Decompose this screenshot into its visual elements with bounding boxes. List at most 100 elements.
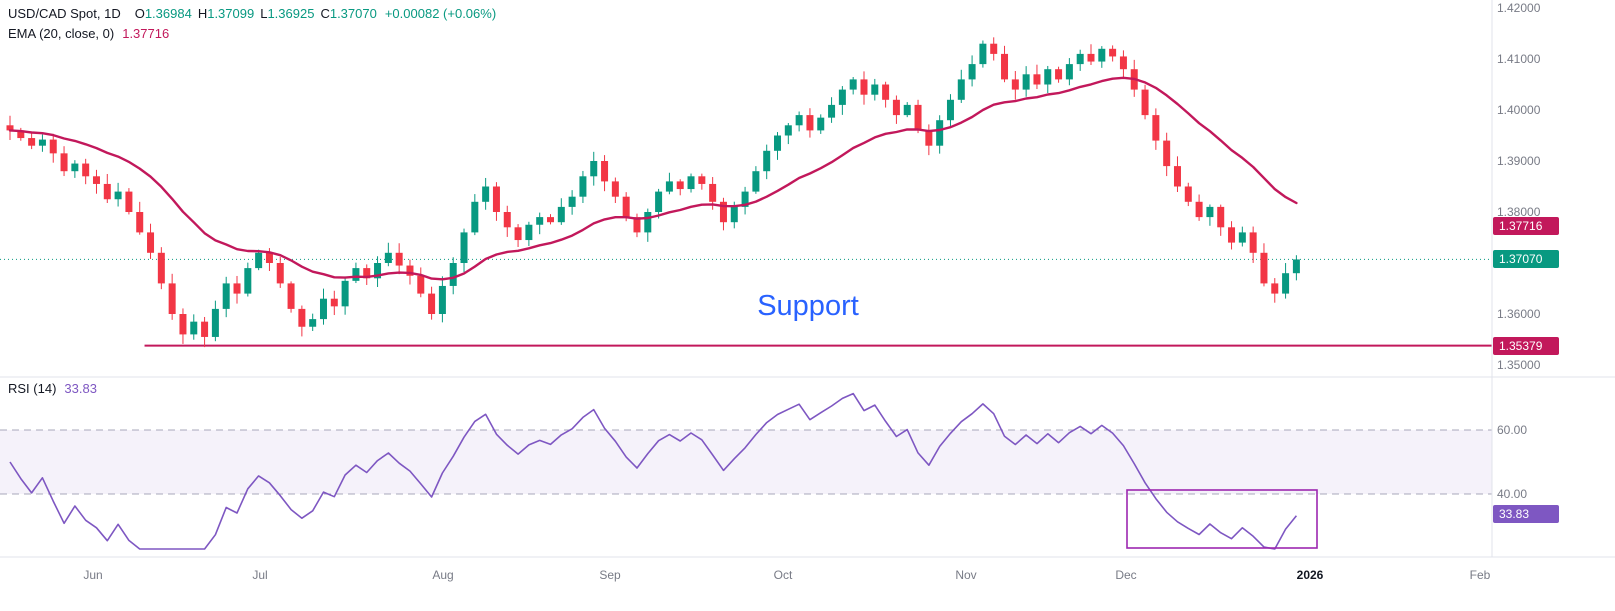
- price-scale-label: 1.35000: [1497, 358, 1541, 372]
- candle-body: [882, 84, 890, 100]
- candle-body: [298, 308, 306, 327]
- time-label-nov[interactable]: Nov: [955, 568, 977, 582]
- ohlc-close-value: 1.37070: [329, 6, 377, 21]
- candle-body: [1271, 283, 1279, 294]
- candle-body: [384, 252, 392, 263]
- candle-body: [601, 161, 609, 182]
- ohlc-low-value: 1.36925: [267, 6, 315, 21]
- candle-body: [428, 293, 436, 314]
- candle-body: [633, 217, 641, 233]
- candle-body: [374, 263, 382, 279]
- candle-body: [1044, 69, 1052, 85]
- candle-body: [406, 265, 414, 276]
- candle-body: [471, 201, 479, 233]
- time-label-jul[interactable]: Jul: [252, 568, 268, 582]
- rsi-indicator-label[interactable]: RSI (14): [8, 381, 57, 396]
- candle-body: [114, 191, 122, 200]
- ema-indicator-label[interactable]: EMA (20, close, 0): [8, 26, 115, 41]
- candle-body: [38, 139, 46, 146]
- rsi-band: [0, 430, 1492, 494]
- candle-body: [687, 176, 695, 190]
- candle-body: [233, 283, 241, 294]
- candle-body: [990, 43, 998, 54]
- candle-body: [28, 138, 36, 146]
- candle-body: [871, 84, 879, 95]
- time-label-2026[interactable]: 2026: [1296, 568, 1324, 582]
- candle-body: [276, 263, 284, 284]
- support-annotation[interactable]: Support: [757, 290, 859, 322]
- change-value: +0.00082 (+0.06%): [384, 6, 497, 21]
- candle-body: [1055, 69, 1063, 80]
- time-label-aug[interactable]: Aug: [432, 568, 454, 582]
- candle-body: [60, 153, 68, 172]
- candle-body: [1011, 79, 1019, 90]
- candle-body: [622, 196, 630, 218]
- time-label-dec[interactable]: Dec: [1115, 568, 1137, 582]
- candle-body: [1249, 232, 1257, 253]
- candle-body: [222, 283, 230, 309]
- candle-body: [644, 212, 652, 233]
- price-scale-label: 1.42000: [1497, 1, 1541, 15]
- candles-layer[interactable]: [6, 37, 1300, 348]
- candle-body: [1065, 64, 1073, 80]
- candle-body: [17, 130, 25, 139]
- candle-body: [676, 181, 684, 190]
- candle-body: [838, 89, 846, 105]
- candle-body: [655, 191, 663, 212]
- time-label-feb[interactable]: Feb: [1469, 568, 1491, 582]
- ohlc-low-key: L: [260, 6, 268, 21]
- candle-body: [579, 176, 587, 197]
- candle-body: [611, 181, 619, 197]
- candle-body: [514, 227, 522, 241]
- time-label-sep[interactable]: Sep: [599, 568, 621, 582]
- symbol-row[interactable]: USD/CAD Spot, 1D O1.36984 H1.37099 L1.36925…: [8, 4, 496, 24]
- candle-body: [1260, 252, 1268, 284]
- candle-body: [525, 224, 533, 241]
- candle-body: [698, 176, 706, 184]
- ohlc-open-value: 1.36984: [144, 6, 192, 21]
- ema-line[interactable]: [8, 76, 1298, 281]
- candle-body: [352, 268, 360, 281]
- candle-body: [568, 196, 576, 207]
- last-price-badge: 1.37070: [1493, 250, 1559, 269]
- candle-body: [1228, 227, 1236, 243]
- rsi-legend[interactable]: RSI (14) 33.83: [8, 381, 97, 396]
- time-label-oct[interactable]: Oct: [773, 568, 793, 582]
- candle-body: [136, 212, 144, 233]
- candle-body: [341, 280, 349, 307]
- candle-body: [438, 285, 446, 314]
- candle-body: [1173, 166, 1181, 187]
- symbol-title[interactable]: USD/CAD Spot, 1D: [8, 6, 121, 21]
- candle-body: [536, 217, 544, 225]
- candle-body: [709, 183, 717, 202]
- candle-body: [417, 275, 425, 294]
- candle-body: [1163, 140, 1171, 167]
- candle-body: [6, 125, 14, 131]
- rsi-highlight-box[interactable]: [1126, 489, 1318, 549]
- candle-body: [1022, 74, 1030, 90]
- candle-body: [557, 206, 565, 223]
- ohlc-high-value: 1.37099: [207, 6, 255, 21]
- time-label-jun[interactable]: Jun: [83, 568, 103, 582]
- candle-body: [363, 268, 371, 279]
- rsi-scale-label: 40.00: [1497, 487, 1528, 501]
- candle-body: [860, 79, 868, 95]
- chart-legend: USD/CAD Spot, 1D O1.36984 H1.37099 L1.36925…: [8, 4, 496, 44]
- candle-body: [49, 139, 57, 154]
- rsi-pane[interactable]: [0, 392, 1492, 550]
- candle-body: [330, 298, 338, 307]
- candle-body: [795, 115, 803, 126]
- candle-body: [190, 321, 198, 335]
- candle-body: [255, 252, 263, 269]
- candle-body: [946, 99, 954, 121]
- candle-body: [1195, 201, 1203, 218]
- candle-body: [1238, 232, 1246, 243]
- rsi-line[interactable]: [9, 392, 1298, 550]
- ema-row[interactable]: EMA (20, close, 0) 1.37716: [8, 24, 496, 44]
- candle-body: [968, 64, 976, 80]
- candle-body: [892, 99, 900, 116]
- candle-body: [92, 176, 100, 184]
- candle-body: [925, 130, 933, 146]
- candle-body: [201, 321, 209, 337]
